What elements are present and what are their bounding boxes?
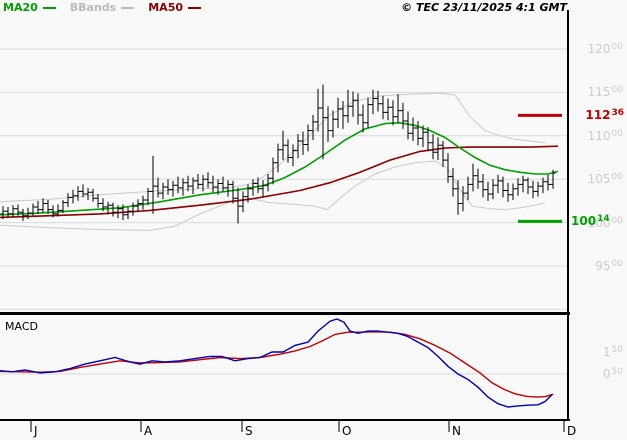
legend-item-ma50: MA50 (148, 1, 202, 14)
x-axis-month-label: J (34, 424, 38, 438)
x-axis-month-label: D (567, 424, 577, 438)
legend-label-bbands: BBands (69, 1, 117, 14)
ma50-line-swatch-icon (188, 6, 202, 9)
copyright-text: © TEC 23/11/2025 4:1 GMT (401, 1, 567, 14)
legend-label-ma50: MA50 (148, 1, 184, 14)
legend-label-ma20: MA20 (3, 1, 38, 14)
candlestick-series (0, 84, 556, 224)
resistance-price-label: 11236 (585, 108, 624, 123)
y-axis-price-label: 11000 (587, 128, 623, 143)
macd-axis-label: 050 (602, 367, 623, 381)
y-axis-price-label: 9500 (595, 259, 623, 273)
x-axis-month-label: O (342, 424, 352, 438)
ma20-line (0, 121, 559, 216)
x-axis-month-label: N (452, 424, 461, 438)
macd-axis-label: 150 (602, 345, 623, 359)
macd-panel-label: MACD (5, 320, 38, 333)
macd-signal-line (0, 331, 554, 398)
x-axis-month-label: A (144, 424, 153, 438)
y-axis-price-label: 12000 (587, 42, 623, 56)
chart-legend: MA20 BBands MA50 (3, 1, 202, 14)
support-price-label: 10014 (571, 214, 610, 229)
legend-item-bbands: BBands (69, 1, 135, 14)
x-axis-month-label: S (245, 424, 253, 438)
y-axis-price-label: 11500 (587, 85, 623, 100)
macd-line (0, 318, 553, 408)
ma20-line-swatch-icon (42, 6, 56, 9)
ma50-line (0, 145, 559, 219)
bb-lower-line (0, 160, 546, 231)
y-axis-price-label: 10500 (587, 172, 623, 187)
bbands-line-swatch-icon (121, 6, 135, 9)
panel-separator (0, 312, 570, 315)
y-axis-price-label: 10000 (587, 215, 623, 230)
legend-item-ma20: MA20 (3, 1, 56, 14)
bb-upper-line (0, 92, 546, 203)
